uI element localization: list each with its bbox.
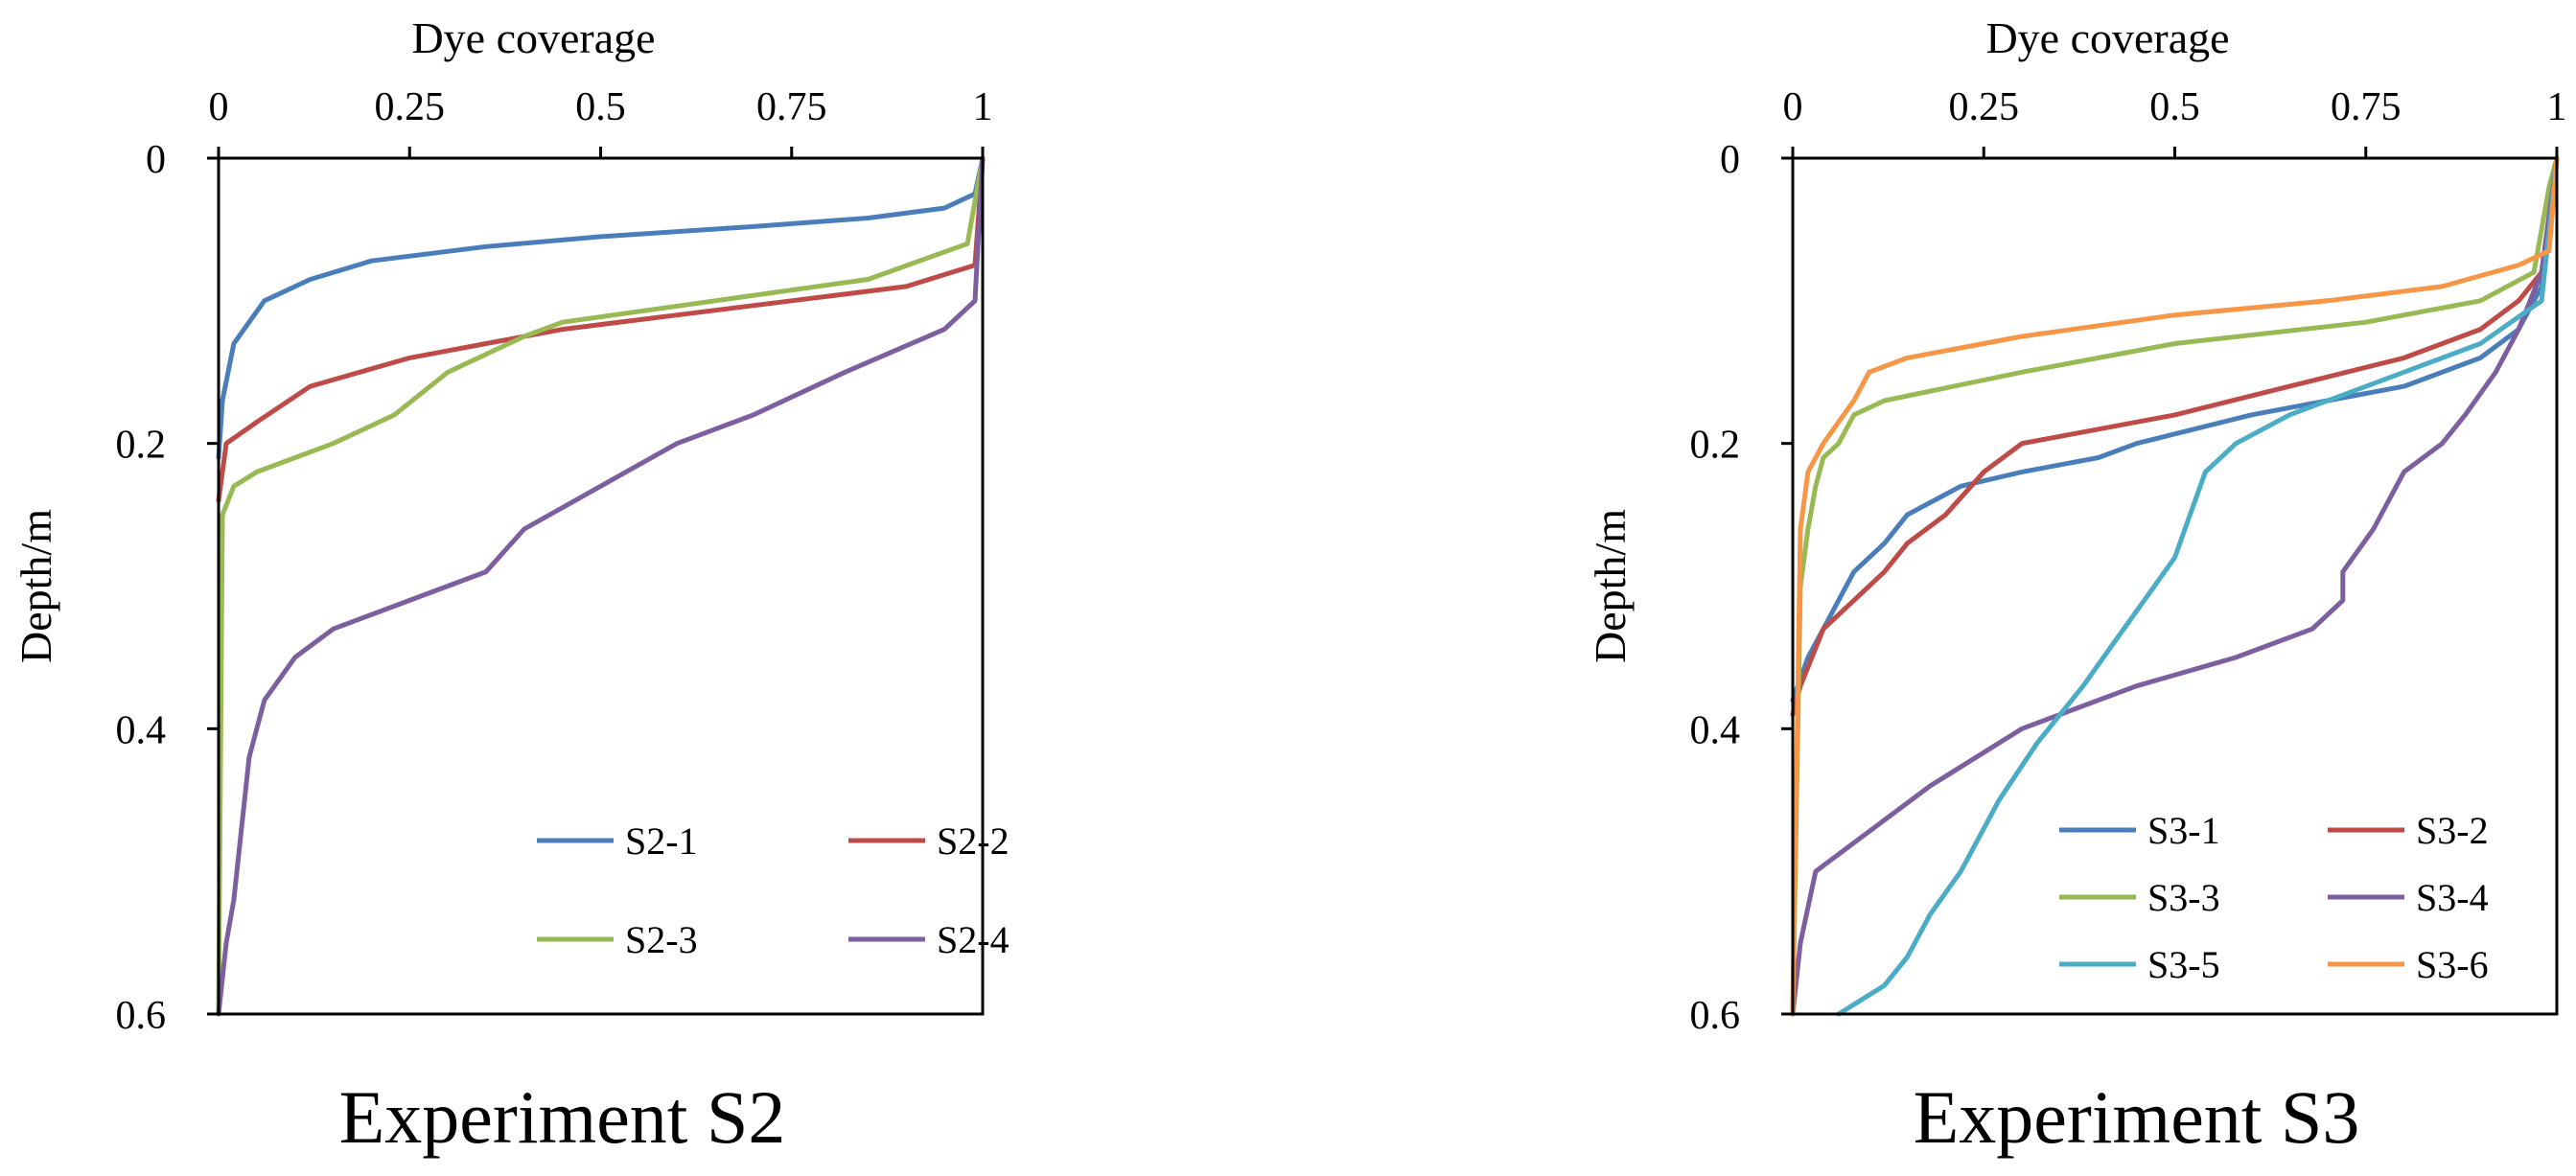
- legend-label-S2-2: S2-2: [937, 819, 1010, 863]
- series-line-S2-1: [216, 155, 986, 460]
- chart-caption: Experiment S3: [1914, 1075, 2360, 1159]
- chart-panel-3: 0 0.25 0.5 0.75 1 0 0.2 0.4 0.6 Dye coverage Depth…: [1586, 13, 2567, 1159]
- y-tick-label: 0: [1720, 138, 1740, 182]
- x-tick-label: 0.25: [375, 85, 446, 129]
- y-tick-label: 0.4: [1690, 708, 1741, 752]
- y-axis-title: Depth/m: [12, 509, 60, 663]
- x-axis-title: Dye coverage: [1985, 13, 2229, 62]
- plot-frame: [217, 156, 985, 1016]
- y-axis-title: Depth/m: [1586, 509, 1635, 663]
- x-tick-label: 0.75: [756, 85, 827, 129]
- chart-caption: Experiment S2: [339, 1075, 786, 1159]
- x-tick-label: 0.75: [2331, 85, 2402, 129]
- series-line-S3-2: [1790, 155, 2560, 717]
- series-line-S3-3: [1790, 155, 2560, 1017]
- legend-label-S3-2: S3-2: [2416, 809, 2489, 852]
- legend-label-S3-4: S3-4: [2416, 876, 2489, 919]
- series-line-S3-6: [1790, 155, 2560, 1017]
- y-tick-label: 0: [146, 138, 166, 182]
- x-tick-label: 1: [973, 85, 993, 129]
- x-tick-label: 0.5: [2149, 85, 2200, 129]
- legend-label-S3-6: S3-6: [2416, 943, 2489, 986]
- x-tick-label: 0.25: [1949, 85, 2020, 129]
- chart-panel-2: 0 0.25 0.5 0.75 1 0 0.2 0.4 0.6 Dye coverage Depth…: [12, 13, 1010, 1159]
- y-tick-label: 0.2: [116, 424, 167, 468]
- series-line-S2-2: [216, 155, 986, 503]
- x-tick-label: 0.5: [575, 85, 626, 129]
- series-line-S3-5: [1836, 155, 2560, 1017]
- series-line-S3-1: [1790, 155, 2560, 703]
- x-tick-label: 1: [2547, 85, 2567, 129]
- legend-label-S2-1: S2-1: [625, 819, 698, 863]
- legend-label-S2-4: S2-4: [937, 918, 1010, 961]
- x-tick-label: 0: [209, 85, 229, 129]
- series-line-S3-4: [1790, 155, 2560, 1017]
- y-tick-label: 0.2: [1690, 424, 1741, 468]
- x-tick-label: 0: [1783, 85, 1803, 129]
- x-axis-title: Dye coverage: [411, 13, 655, 62]
- legend-label-S3-5: S3-5: [2147, 943, 2220, 986]
- y-tick-label: 0.4: [116, 708, 167, 752]
- y-tick-label: 0.6: [1690, 994, 1741, 1038]
- legend-label-S2-3: S2-3: [625, 918, 698, 961]
- series-line-S2-4: [216, 155, 986, 1017]
- y-tick-label: 0.6: [116, 994, 167, 1038]
- series-line-S2-3: [216, 155, 986, 1017]
- legend-label-S3-3: S3-3: [2147, 876, 2220, 919]
- legend-label-S3-1: S3-1: [2147, 809, 2220, 852]
